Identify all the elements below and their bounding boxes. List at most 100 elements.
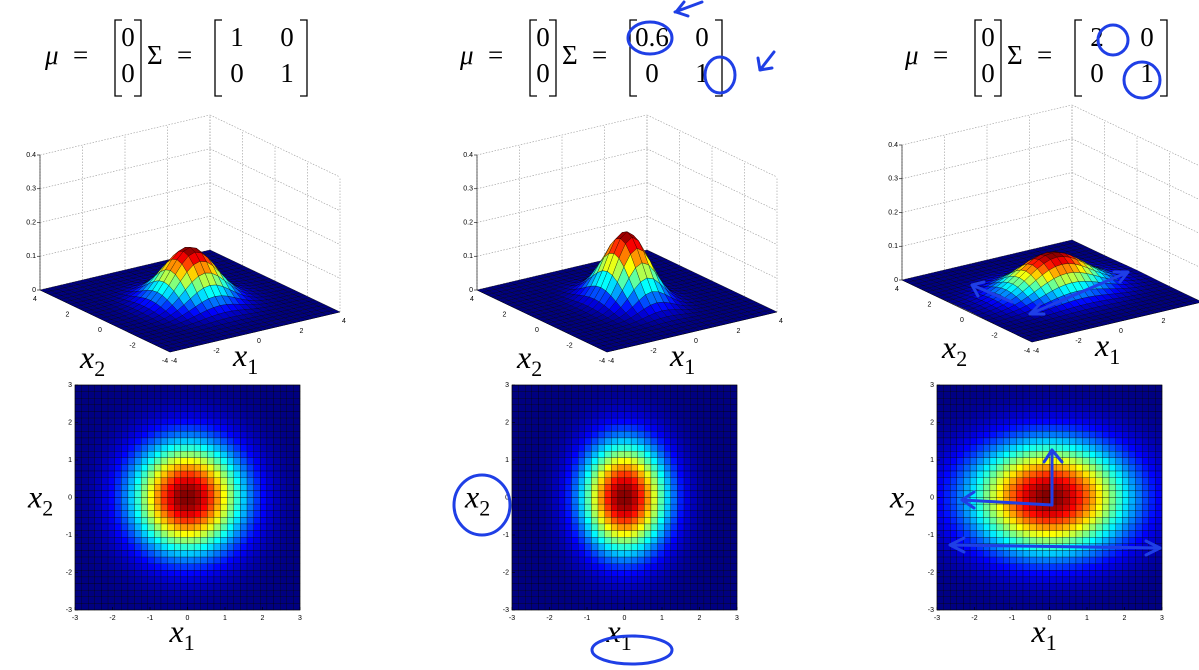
heatmap-cell — [81, 398, 89, 406]
heatmap-cell — [936, 576, 944, 584]
heatmap-cell — [187, 537, 195, 544]
heatmap-cell — [943, 596, 951, 604]
heatmap-cell — [193, 503, 201, 511]
heatmap-cell — [571, 523, 579, 531]
heatmap-cell — [253, 596, 261, 604]
sigma-entry: 0 — [695, 22, 709, 52]
heatmap-cell — [167, 556, 175, 564]
heatmap-cell — [697, 550, 705, 558]
heatmap-cell — [650, 523, 658, 531]
heatmap-cell — [703, 424, 711, 432]
heatmap-cell — [989, 431, 997, 439]
heatmap-cell — [611, 490, 619, 498]
heatmap-cell — [624, 523, 632, 531]
heatmap-cell — [624, 563, 632, 571]
heatmap-cell — [584, 537, 592, 544]
x-tick-label: -3 — [509, 615, 515, 622]
heatmap-cell — [983, 517, 991, 525]
heatmap-cell — [147, 603, 155, 611]
heatmap-cell — [996, 537, 1004, 544]
heatmap-cell — [174, 497, 182, 505]
heatmap-cell — [107, 523, 115, 531]
heatmap-cell — [187, 490, 195, 498]
heatmap-cell — [240, 417, 248, 425]
heatmap-cell — [94, 451, 102, 458]
heatmap-cell — [664, 477, 671, 485]
heatmap-cell — [703, 464, 711, 472]
heatmap-cell — [551, 470, 559, 478]
heatmap-cell — [644, 490, 652, 498]
heatmap-cell — [989, 517, 997, 525]
heatmap-cell — [273, 464, 281, 472]
heatmap-cell — [637, 523, 645, 531]
heatmap-cell — [677, 543, 685, 551]
heatmap-cell — [637, 431, 645, 439]
heatmap-cell — [670, 424, 678, 432]
heatmap-cell — [167, 457, 175, 465]
heatmap-cell — [657, 576, 665, 584]
heatmap-cell — [511, 517, 519, 525]
heatmap-cell — [936, 550, 944, 558]
heatmap-cell — [710, 543, 718, 551]
heatmap-cell — [81, 537, 89, 544]
heatmap-cell — [187, 444, 195, 452]
heatmap-cell — [723, 589, 731, 597]
heatmap-cell — [141, 404, 148, 412]
heatmap-cell — [167, 417, 175, 425]
heatmap-cell — [538, 484, 546, 492]
heatmap-cell — [114, 550, 122, 558]
heatmap-cell — [88, 384, 96, 392]
heatmap-cell — [657, 477, 665, 485]
heatmap-cell — [200, 563, 208, 571]
heatmap-cell — [167, 384, 175, 392]
heatmap-cell — [227, 576, 234, 584]
heatmap-cell — [207, 550, 215, 558]
y-tick-label: 1 — [505, 457, 509, 464]
axis-label: x1 — [169, 613, 195, 655]
heatmap-cell — [624, 517, 632, 525]
heatmap-cell — [703, 530, 711, 538]
heatmap-cell — [525, 556, 533, 564]
heatmap-cell — [969, 523, 977, 531]
heatmap-cell — [989, 451, 997, 458]
heatmap-cell — [677, 391, 685, 399]
heatmap-cell — [246, 384, 254, 392]
heatmap-cell — [996, 503, 1004, 511]
heatmap-cell — [273, 589, 281, 597]
heatmap-cell — [690, 543, 698, 551]
heatmap-cell — [141, 497, 148, 505]
heatmap-cell — [525, 464, 533, 472]
heatmap-cell — [279, 490, 287, 498]
heatmap-cell — [207, 543, 215, 551]
heatmap-cell — [551, 570, 559, 578]
heatmap-cell — [703, 384, 711, 392]
heatmap-cell — [531, 537, 539, 544]
heatmap-cell — [956, 570, 964, 578]
heatmap-cell — [976, 583, 984, 591]
heatmap-cell — [683, 503, 691, 511]
heatmap-cell — [531, 384, 539, 392]
heatmap-cell — [240, 457, 248, 465]
heatmap-cell — [88, 451, 96, 458]
heatmap-cell — [127, 503, 135, 511]
heatmap-cell — [950, 603, 958, 611]
heatmap-cell — [624, 510, 632, 518]
heatmap-cell — [551, 490, 559, 498]
heatmap-cell — [956, 384, 964, 392]
heatmap-cell — [193, 550, 201, 558]
heatmap-cell — [114, 391, 122, 399]
heatmap-cell — [677, 404, 685, 412]
heatmap-cell — [273, 530, 281, 538]
heatmap-cell — [167, 570, 175, 578]
heatmap-cell — [697, 537, 705, 544]
heatmap-cell — [121, 550, 129, 558]
heatmap-cell — [114, 411, 122, 419]
heatmap-cell — [147, 484, 155, 492]
heatmap-cell — [518, 517, 526, 525]
heatmap-cell — [94, 576, 102, 584]
heatmap-cell — [950, 398, 958, 406]
heatmap-cell — [253, 583, 261, 591]
heatmap-cell — [233, 550, 241, 558]
heatmap-cell — [134, 484, 142, 492]
heatmap-cell — [81, 543, 89, 551]
